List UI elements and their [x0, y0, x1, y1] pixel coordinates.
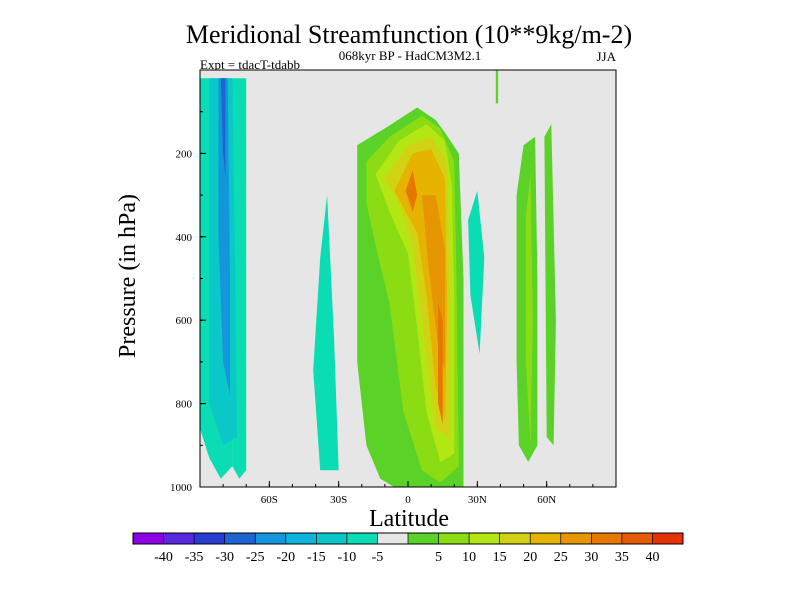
contour-hadley-cell-35 — [405, 170, 418, 212]
colorbar-label: 35 — [615, 550, 629, 565]
y-tick-label: 600 — [176, 315, 193, 327]
colorbar-label: -40 — [154, 550, 173, 565]
experiment-label: Expt = tdacT-tdabb — [200, 57, 300, 72]
x-tick-label: 60N — [537, 494, 556, 506]
y-tick-label: 400 — [176, 232, 193, 244]
colorbar-label: 15 — [493, 550, 507, 565]
x-tick-label: 0 — [405, 494, 411, 506]
x-tick-label: 60S — [261, 494, 278, 506]
contour-nh-narrow-line — [495, 70, 499, 104]
colorbar-label: -15 — [307, 550, 326, 565]
colorbar-swatch — [255, 533, 287, 544]
contour-nh-ferrel-core — [525, 174, 533, 446]
contour-nh-midlat-cell — [468, 190, 485, 354]
colorbar-swatch — [316, 533, 348, 544]
colorbar-swatch — [469, 533, 500, 544]
contour-hadley-cell-35b — [438, 303, 443, 425]
y-axis: 200 400 600 800 1000 — [170, 111, 206, 494]
colorbar-swatch — [224, 533, 256, 544]
colorbar-label: 30 — [584, 550, 598, 565]
colorbar-swatch — [560, 533, 592, 544]
y-axis-label: Pressure (in hPa) — [115, 194, 141, 358]
colorbar-swatch — [285, 533, 317, 544]
contour-sh-midlat-cell — [313, 195, 339, 471]
x-axis-label: Latitude — [369, 506, 449, 532]
x-tick-label: 30N — [468, 494, 487, 506]
colorbar-swatch — [163, 533, 195, 544]
colorbar-swatch — [346, 533, 378, 544]
colorbar-label: -5 — [372, 550, 384, 565]
colorbar-label: -25 — [246, 550, 265, 565]
contour-nh-polar-cell — [544, 124, 556, 446]
colorbar-label: -20 — [276, 550, 295, 565]
x-tick-label: 30S — [330, 494, 347, 506]
colorbar-label: 10 — [462, 550, 476, 565]
x-axis: 60S 30S 0 30N 60N — [199, 481, 617, 506]
colorbar-label: -35 — [185, 550, 204, 565]
colorbar: -40 -35 -30 -25 -20 -15 -10 -5 5 10 15 20 25 30 35 40 — [132, 532, 684, 565]
colorbar-label: 5 — [435, 550, 442, 565]
y-tick-label: 200 — [176, 148, 193, 160]
colorbar-swatch — [652, 533, 684, 544]
contour-sh-polar-core-inner — [218, 78, 230, 396]
contour-sh-polar-core-max — [220, 78, 226, 179]
colorbar-swatch — [133, 533, 164, 544]
chart-title: Meridional Streamfunction (10**9kg/m-2) — [186, 20, 632, 49]
colorbar-label: 25 — [554, 550, 568, 565]
colorbar-label: 20 — [523, 550, 537, 565]
colorbar-frame — [132, 532, 684, 545]
colorbar-label: -30 — [215, 550, 234, 565]
colorbar-swatch — [530, 533, 562, 544]
colorbar-swatch — [438, 533, 470, 544]
y-tick-label: 1000 — [170, 482, 193, 494]
colorbar-label: -10 — [338, 550, 357, 565]
contour-regions — [200, 70, 556, 487]
colorbar-swatch — [621, 533, 653, 544]
colorbar-swatch — [377, 533, 409, 544]
y-tick-label: 800 — [176, 399, 193, 411]
plot-area: 60S 30S 0 30N 60N 200 400 600 800 1000 — [170, 69, 617, 506]
colorbar-label: 40 — [645, 550, 659, 565]
colorbar-swatch — [194, 533, 225, 544]
season-label: JJA — [596, 49, 616, 64]
colorbar-swatch — [499, 533, 531, 544]
chart-subtitle: 068kyr BP - HadCM3M2.1 — [339, 48, 482, 63]
colorbar-swatch — [591, 533, 623, 544]
colorbar-swatch — [408, 533, 439, 544]
